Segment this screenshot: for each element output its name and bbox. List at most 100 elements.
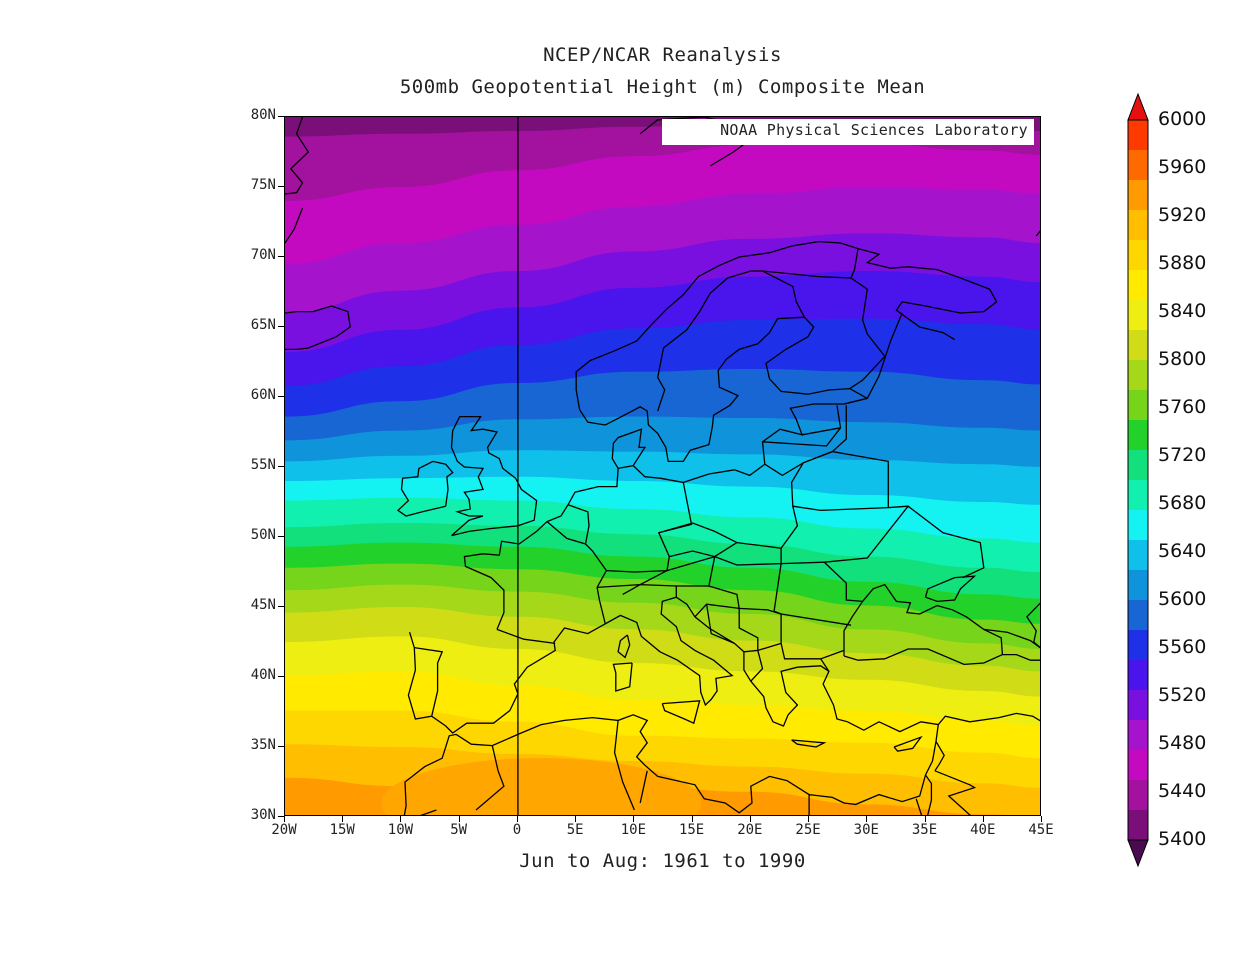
map-canvas [285,117,1040,815]
country-border [820,658,830,672]
coastline [866,312,903,399]
lon-tick-mark [458,816,460,822]
lon-tick-mark [284,816,285,822]
lat-tick-label: 70N [250,247,276,263]
country-border [934,770,977,815]
coastline [893,735,923,752]
country-border [475,745,505,811]
colorbar-tick-label: 5600 [1158,588,1207,610]
colorbar-segment [1128,540,1148,571]
date-range-label: Jun to Aug: 1961 to 1990 [519,850,806,872]
lat-tick-label: 50N [250,527,276,543]
lat-tick-mark [278,256,284,257]
country-border [567,504,590,545]
lon-tick-label: 25E [795,822,821,838]
country-border [843,397,868,405]
map-plot-area: NOAA Physical Sciences Laboratory [284,116,1041,816]
lon-tick-label: 30E [853,822,879,838]
colorbar-segment [1128,420,1148,451]
lat-tick-mark [278,186,284,187]
colorbar-tick-label: 5960 [1158,156,1207,178]
lat-tick-label: 45N [250,597,276,613]
lon-tick-label: 35E [911,822,938,838]
lat-tick-mark [278,816,284,817]
height-band [381,758,702,815]
colorbar-tick-label: 5840 [1158,300,1207,322]
lat-tick-label: 75N [250,177,276,193]
lat-tick-mark [278,676,284,677]
colorbar-min-arrow [1127,839,1149,868]
country-border [1002,653,1040,661]
country-border [546,521,608,624]
country-border [597,555,715,589]
colorbar-tick-label: 5520 [1158,684,1207,706]
colorbar-segment [1128,450,1148,481]
colorbar-tick-label: 5400 [1158,828,1207,850]
lon-tick-label: 15E [678,822,705,838]
country-border [924,774,933,815]
country-border [934,741,945,772]
lat-tick-label: 30N [250,807,276,823]
lat-tick-mark [278,396,284,397]
lat-tick-label: 80N [250,107,276,123]
lat-tick-mark [278,466,284,467]
colorbar-tick-label: 5760 [1158,396,1207,418]
colorbar-segment [1128,600,1148,631]
lon-tick-label: 5W [450,822,468,838]
lon-tick-mark [866,816,868,822]
lon-tick-mark [924,816,926,822]
lat-tick-label: 55N [250,457,276,473]
colorbar-segment [1128,330,1148,361]
lon-tick-label: 10E [620,822,647,838]
lon-tick-label: 45E [1028,822,1054,838]
lat-tick-label: 60N [250,387,276,403]
country-border [780,643,845,660]
lon-tick-mark [1041,816,1042,822]
lat-tick-mark [278,116,284,117]
colorbar-segment [1128,360,1148,391]
lon-tick-label: 20E [737,822,763,838]
country-border [937,712,1040,726]
coastline [843,583,1004,666]
colorbar-segment [1128,150,1148,181]
lon-tick-mark [808,816,810,822]
lon-tick-mark [342,816,344,822]
country-border [849,248,886,390]
lon-tick-mark [982,816,984,822]
country-border [694,603,740,618]
country-border [780,505,909,549]
lon-tick-mark [575,816,577,822]
lat-tick-mark [278,536,284,537]
lon-tick-mark [749,816,751,822]
coastline [924,575,977,603]
coastline [791,739,827,748]
colorbar-segment [1128,570,1148,601]
lat-tick-mark [278,326,284,327]
colorbar-segment [1128,120,1148,151]
lon-tick-label: 5E [566,822,584,838]
colorbar-tick-label: 5720 [1158,444,1207,466]
coastline [285,117,310,195]
colorbar-segment [1128,720,1148,751]
colorbar-segment [1128,810,1148,841]
country-border [762,427,842,447]
lat-tick-mark [278,746,284,747]
lon-tick-mark [516,816,518,822]
country-border [824,505,985,579]
colorbar-tick-label: 5880 [1158,252,1207,274]
colorbar-segment [1128,630,1148,661]
country-border [780,613,852,626]
lat-tick-mark [278,606,284,607]
coastline [463,397,868,630]
chart-title: NCEP/NCAR Reanalysis [543,44,782,66]
colorbar-max-arrow [1127,92,1149,121]
lon-tick-mark [691,816,693,822]
height-contour-bands [285,117,1040,815]
country-border [657,270,763,412]
colorbar-tick-label: 6000 [1158,108,1207,130]
colorbar-segment [1128,210,1148,241]
lon-tick-label: 20W [271,822,297,838]
coastline [396,460,454,517]
country-border [613,720,635,811]
